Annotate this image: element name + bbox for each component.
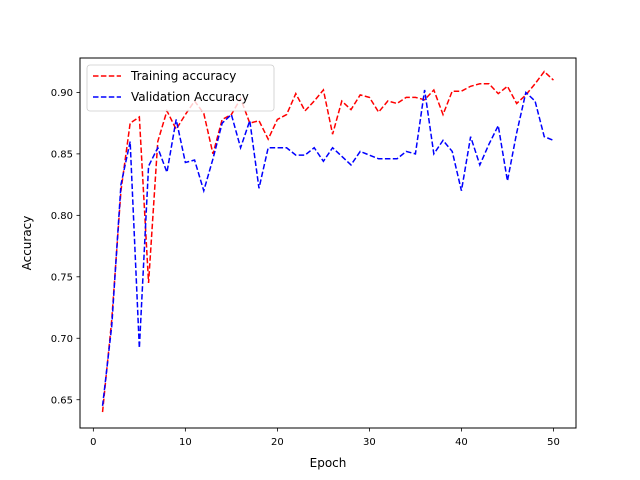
x-tick-label: 10 — [179, 437, 192, 448]
axes-frame — [79, 57, 577, 429]
x-tick-label: 50 — [547, 437, 560, 448]
y-axis-ticks: 0.65 0.70 0.75 0.80 0.85 0.90 — [51, 88, 80, 406]
legend: Training accuracy Validation Accuracy — [86, 64, 275, 112]
x-tick-label: 30 — [363, 437, 376, 448]
y-axis-label: Accuracy — [20, 216, 34, 271]
x-axis-ticks: 0 10 20 30 40 50 — [90, 428, 560, 448]
y-tick-label: 0.90 — [51, 88, 73, 99]
y-tick-label: 0.85 — [51, 149, 73, 160]
y-tick-label: 0.75 — [51, 272, 73, 283]
legend-box — [86, 64, 275, 112]
x-axis-label: Epoch — [310, 456, 347, 470]
legend-label-1: Training accuracy — [130, 69, 236, 83]
x-tick-label: 40 — [455, 437, 468, 448]
x-tick-label: 0 — [90, 437, 96, 448]
plot-lines — [101, 70, 554, 413]
legend-label-2: Validation Accuracy — [131, 90, 249, 104]
y-tick-label: 0.65 — [51, 395, 73, 406]
x-tick-label: 20 — [271, 437, 284, 448]
y-tick-label: 0.70 — [51, 334, 73, 345]
y-tick-label: 0.80 — [51, 211, 73, 222]
series-line-2 — [101, 89, 554, 406]
